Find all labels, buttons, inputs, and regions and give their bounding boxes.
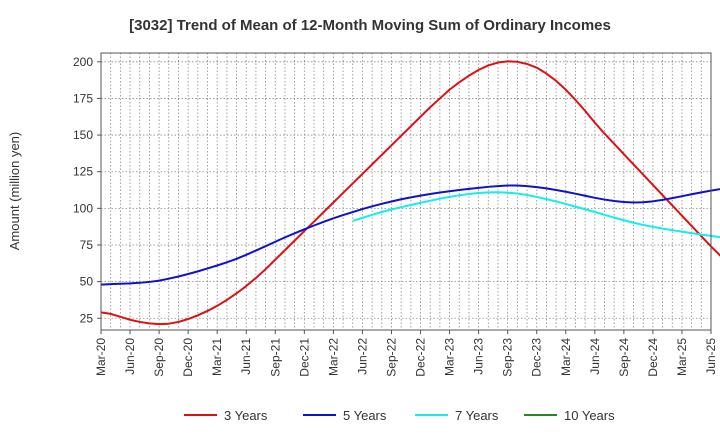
series-line-7-years [352,191,720,239]
x-tick-label: Dec-21 [297,338,311,377]
x-tick-label: Sep-20 [152,338,166,377]
legend: 3 Years 5 Years 7 Years 10 Years [184,408,615,423]
x-tick-label: Jun-20 [123,338,137,375]
x-tick-label: Sep-23 [501,338,515,377]
plot-frame [100,52,712,331]
x-tick-label: Jun-23 [472,338,486,375]
series-line-5-years [100,184,720,286]
x-tick-label: Dec-24 [646,338,660,377]
y-tick-label: 50 [80,275,94,289]
x-tick-label: Sep-22 [384,338,398,377]
legend-label: 3 Years [224,408,268,423]
y-tick-label: 150 [73,128,93,142]
x-tick-label: Jun-21 [239,338,253,375]
y-tick-label: 25 [80,311,94,325]
grid-lines [100,53,712,330]
x-tick-label: Mar-24 [559,338,573,376]
x-tick-label: Jun-24 [588,338,602,375]
x-tick-label: Dec-23 [530,338,544,377]
x-tick-label: Jun-22 [355,338,369,375]
x-tick-label: Dec-20 [181,338,195,377]
y-tick-label: 200 [73,55,93,69]
y-tick-label: 175 [73,91,93,105]
legend-label: 7 Years [455,408,499,423]
x-axis-ticks: Mar-20 Jun-20 Sep-20 Dec-20 Mar-21 Jun-21 Sep-… [94,330,718,377]
y-tick-label: 75 [80,238,94,252]
x-tick-label: Sep-21 [268,338,282,377]
series-lines [100,60,720,326]
x-tick-label: Mar-25 [675,338,689,376]
chart-title: [3032] Trend of Mean of 12-Month Moving … [129,17,611,34]
series-line-3-years [100,60,720,326]
x-tick-label: Jun-25 [704,338,718,375]
y-tick-label: 100 [73,201,93,215]
x-tick-label: Mar-21 [210,338,224,376]
x-tick-label: Dec-22 [414,338,428,377]
legend-label: 5 Years [343,408,387,423]
y-axis-label: Amount (million yen) [7,132,22,251]
x-tick-label: Sep-24 [617,338,631,377]
y-axis-ticks: 25 50 75 100 125 150 175 200 [73,55,101,325]
legend-label: 10 Years [564,408,615,423]
x-tick-label: Mar-20 [94,338,108,376]
y-tick-label: 125 [73,165,93,179]
x-tick-label: Mar-23 [443,338,457,376]
x-tick-label: Mar-22 [326,338,340,376]
